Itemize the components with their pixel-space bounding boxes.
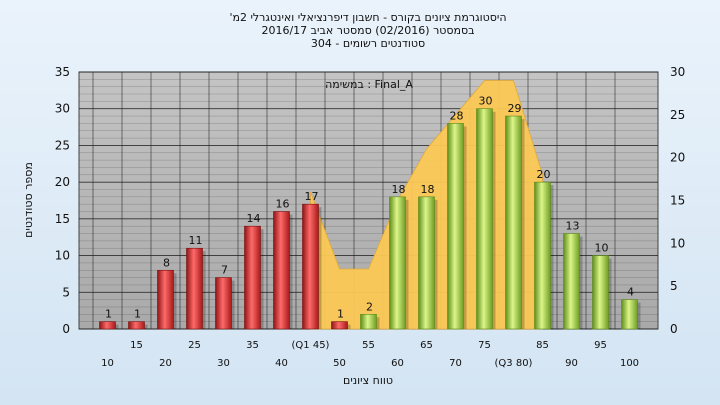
bar — [563, 233, 580, 330]
x-tick-label: 85 — [536, 340, 549, 351]
bar-value-label: 1 — [337, 308, 344, 321]
x-tick-label: 40 — [275, 358, 288, 369]
y-tick-left: 10 — [55, 249, 70, 263]
bar — [302, 203, 319, 330]
gridlines — [79, 71, 658, 330]
legend-label: במשימה : Final_A — [325, 78, 413, 91]
y-tick-right: 0 — [670, 322, 678, 336]
bar — [447, 123, 464, 330]
x-tick-label: 20 — [159, 358, 172, 369]
bar-value-label: 20 — [537, 168, 551, 181]
bar-value-label: 30 — [479, 95, 493, 108]
bar-value-label: 29 — [508, 102, 522, 115]
bar-value-label: 7 — [221, 264, 228, 277]
bar — [331, 321, 348, 330]
title-line-1: 'היסטוגרמת ציונים בקורס - חשבון דיפרנציא… — [229, 11, 506, 24]
x-tick-label: 90 — [565, 358, 578, 369]
bar — [157, 269, 174, 330]
bar-value-label: 11 — [189, 234, 203, 247]
bar — [99, 321, 116, 330]
title-line-3: סטודנטים רשומים - 304 — [311, 37, 425, 50]
y-tick-left: 35 — [55, 65, 70, 79]
bar-value-label: 18 — [392, 183, 406, 196]
bar — [534, 181, 551, 330]
title-line-2: בסמסטר (02/2016) סמסטר אביב 2016/17 — [261, 24, 474, 37]
bar-value-label: 8 — [163, 256, 170, 269]
bar-value-label: 13 — [566, 220, 580, 233]
x-tick-label: 15 — [130, 340, 143, 351]
y-tick-left: 5 — [62, 285, 70, 299]
y-axis-title: מספר סטודנטים — [22, 162, 35, 238]
x-tick-label: 65 — [420, 340, 433, 351]
bar — [389, 196, 406, 330]
bar — [244, 225, 261, 330]
x-tick-label: 25 — [188, 340, 201, 351]
y-tick-right: 20 — [670, 151, 685, 165]
bar — [215, 277, 232, 330]
bar-value-label: 10 — [595, 242, 609, 255]
y-tick-left: 20 — [55, 175, 70, 189]
y-tick-right: 15 — [670, 194, 685, 208]
bar-value-label: 18 — [421, 183, 435, 196]
y-tick-right: 5 — [670, 279, 678, 293]
bar — [273, 211, 290, 330]
bar-value-label: 1 — [134, 308, 141, 321]
y-tick-left: 25 — [55, 138, 70, 152]
y-tick-left: 30 — [55, 102, 70, 116]
bar-value-label: 1 — [105, 308, 112, 321]
right-axis-ticks: 0 5 10 15 20 25 30 — [670, 65, 685, 336]
x-tick-label: 75 — [478, 340, 491, 351]
bar-value-label: 16 — [276, 198, 290, 211]
bar — [128, 321, 145, 330]
bar — [476, 108, 493, 330]
x-tick-label: 100 — [620, 358, 639, 369]
y-tick-right: 10 — [670, 236, 685, 250]
x-tick-label: 10 — [101, 358, 114, 369]
bar-value-label: 2 — [366, 300, 373, 313]
x-tick-label: 55 — [362, 340, 375, 351]
bar — [621, 299, 638, 330]
bar-value-label: 17 — [305, 190, 319, 203]
bar — [186, 247, 203, 330]
x-tick-label: 95 — [594, 340, 607, 351]
x-axis-ticks: 10 15 20 25 30 35 40 (Q1 45)50 55 60 65 70 75 (Q3 80)… — [101, 340, 639, 369]
y-tick-right: 25 — [670, 108, 685, 122]
bar-value-label: 4 — [627, 286, 634, 299]
bar — [418, 196, 435, 330]
y-tick-left: 0 — [62, 322, 70, 336]
x-tick-label: 30 — [217, 358, 230, 369]
x-tick-label: (Q1 45) — [292, 340, 330, 351]
x-tick-label: 70 — [449, 358, 462, 369]
bar-value-label: 28 — [450, 109, 464, 122]
bar — [592, 255, 609, 330]
x-axis-title: טווח ציונים — [343, 374, 393, 387]
chart-title: 'היסטוגרמת ציונים בקורס - חשבון דיפרנציא… — [229, 11, 506, 50]
y-tick-right: 30 — [670, 65, 685, 79]
x-tick-label: 60 — [391, 358, 404, 369]
bar-value-label: 14 — [247, 212, 261, 225]
x-tick-label: 35 — [246, 340, 259, 351]
y-tick-left: 15 — [55, 212, 70, 226]
bars — [99, 108, 641, 330]
bar — [360, 314, 377, 330]
x-tick-label: 50 — [333, 358, 346, 369]
bar — [505, 115, 522, 330]
left-axis-ticks: 0 5 10 15 20 25 30 35 — [55, 65, 70, 336]
x-tick-label: (Q3 80) — [495, 358, 533, 369]
